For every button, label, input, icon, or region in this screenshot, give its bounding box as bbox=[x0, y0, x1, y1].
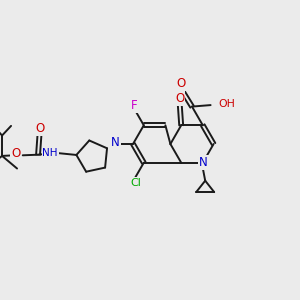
Text: O: O bbox=[35, 122, 44, 135]
Text: O: O bbox=[176, 77, 185, 90]
Text: F: F bbox=[131, 99, 137, 112]
Text: N: N bbox=[199, 156, 208, 169]
Text: OH: OH bbox=[218, 99, 235, 109]
Text: O: O bbox=[11, 147, 20, 160]
Text: O: O bbox=[175, 92, 184, 105]
Text: N: N bbox=[111, 136, 120, 149]
Text: Cl: Cl bbox=[131, 178, 142, 188]
Text: NH: NH bbox=[42, 148, 58, 158]
